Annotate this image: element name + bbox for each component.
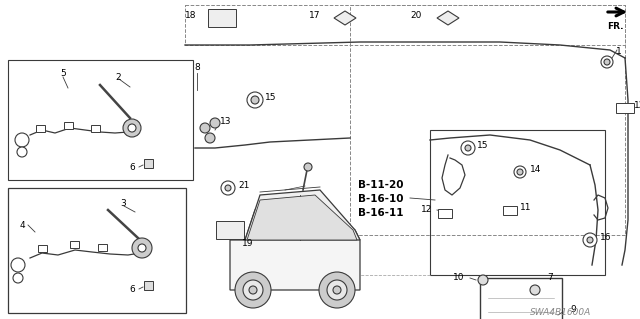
Circle shape: [13, 273, 23, 283]
Circle shape: [132, 238, 152, 258]
Text: B-16-11: B-16-11: [358, 208, 403, 218]
Circle shape: [251, 96, 259, 104]
Circle shape: [243, 280, 263, 300]
Bar: [143, 159, 152, 167]
Text: 15: 15: [265, 93, 276, 101]
Bar: [185, 5, 625, 45]
Text: 11: 11: [520, 203, 531, 211]
Text: FR.: FR.: [607, 22, 623, 31]
Text: 10: 10: [452, 273, 464, 283]
Circle shape: [200, 123, 210, 133]
Text: B-11-20: B-11-20: [358, 180, 403, 190]
Circle shape: [465, 145, 471, 151]
Circle shape: [235, 272, 271, 308]
Text: 19: 19: [242, 239, 253, 248]
Text: 5: 5: [60, 69, 66, 78]
Polygon shape: [334, 11, 356, 25]
Bar: [97, 243, 106, 250]
Bar: [63, 122, 72, 129]
Text: 17: 17: [308, 11, 320, 19]
Polygon shape: [245, 190, 360, 240]
Circle shape: [327, 280, 347, 300]
Bar: [616, 103, 634, 113]
Circle shape: [304, 163, 312, 171]
Circle shape: [514, 166, 526, 178]
Bar: [38, 244, 47, 251]
Circle shape: [319, 272, 355, 308]
Text: 12: 12: [420, 205, 432, 214]
Circle shape: [128, 124, 136, 132]
Bar: [350, 5, 625, 235]
Circle shape: [601, 56, 613, 68]
Circle shape: [333, 286, 341, 294]
Text: 8: 8: [194, 63, 200, 72]
Bar: [90, 124, 99, 131]
Circle shape: [587, 237, 593, 243]
Text: 3: 3: [120, 198, 125, 207]
Text: 18: 18: [184, 11, 196, 19]
Text: 7: 7: [547, 273, 553, 283]
Bar: [480, 278, 562, 319]
Circle shape: [530, 285, 540, 295]
Text: 15: 15: [477, 140, 488, 150]
Circle shape: [210, 118, 220, 128]
Bar: [35, 124, 45, 131]
Circle shape: [247, 92, 263, 108]
Circle shape: [517, 169, 523, 175]
Bar: [8, 188, 186, 313]
Text: 13: 13: [220, 117, 232, 127]
Text: 6: 6: [129, 285, 135, 293]
Bar: [8, 60, 193, 180]
Circle shape: [225, 185, 231, 191]
Text: 12: 12: [634, 100, 640, 109]
Text: 9: 9: [570, 306, 576, 315]
Text: 4: 4: [19, 220, 25, 229]
Circle shape: [478, 275, 488, 285]
Bar: [70, 241, 79, 248]
Circle shape: [123, 119, 141, 137]
Text: 6: 6: [129, 162, 135, 172]
Polygon shape: [230, 205, 360, 290]
Polygon shape: [437, 11, 459, 25]
Text: SWA4B1600A: SWA4B1600A: [530, 308, 591, 317]
Circle shape: [17, 147, 27, 157]
Bar: [430, 130, 605, 275]
Circle shape: [249, 286, 257, 294]
Text: 16: 16: [600, 233, 611, 241]
Circle shape: [583, 233, 597, 247]
Text: 20: 20: [411, 11, 422, 19]
Circle shape: [11, 258, 25, 272]
Polygon shape: [247, 195, 357, 240]
Text: 21: 21: [238, 182, 250, 190]
Circle shape: [138, 244, 146, 252]
Text: 2: 2: [115, 73, 120, 83]
Text: 14: 14: [530, 165, 541, 174]
Circle shape: [604, 59, 610, 65]
Bar: [503, 205, 517, 214]
Text: B-16-10: B-16-10: [358, 194, 403, 204]
Circle shape: [205, 133, 215, 143]
Circle shape: [461, 141, 475, 155]
Bar: [208, 9, 236, 27]
Circle shape: [221, 181, 235, 195]
Text: 1: 1: [616, 48, 621, 56]
Bar: [143, 280, 152, 290]
Bar: [216, 221, 244, 239]
Circle shape: [15, 133, 29, 147]
Bar: [438, 209, 452, 218]
